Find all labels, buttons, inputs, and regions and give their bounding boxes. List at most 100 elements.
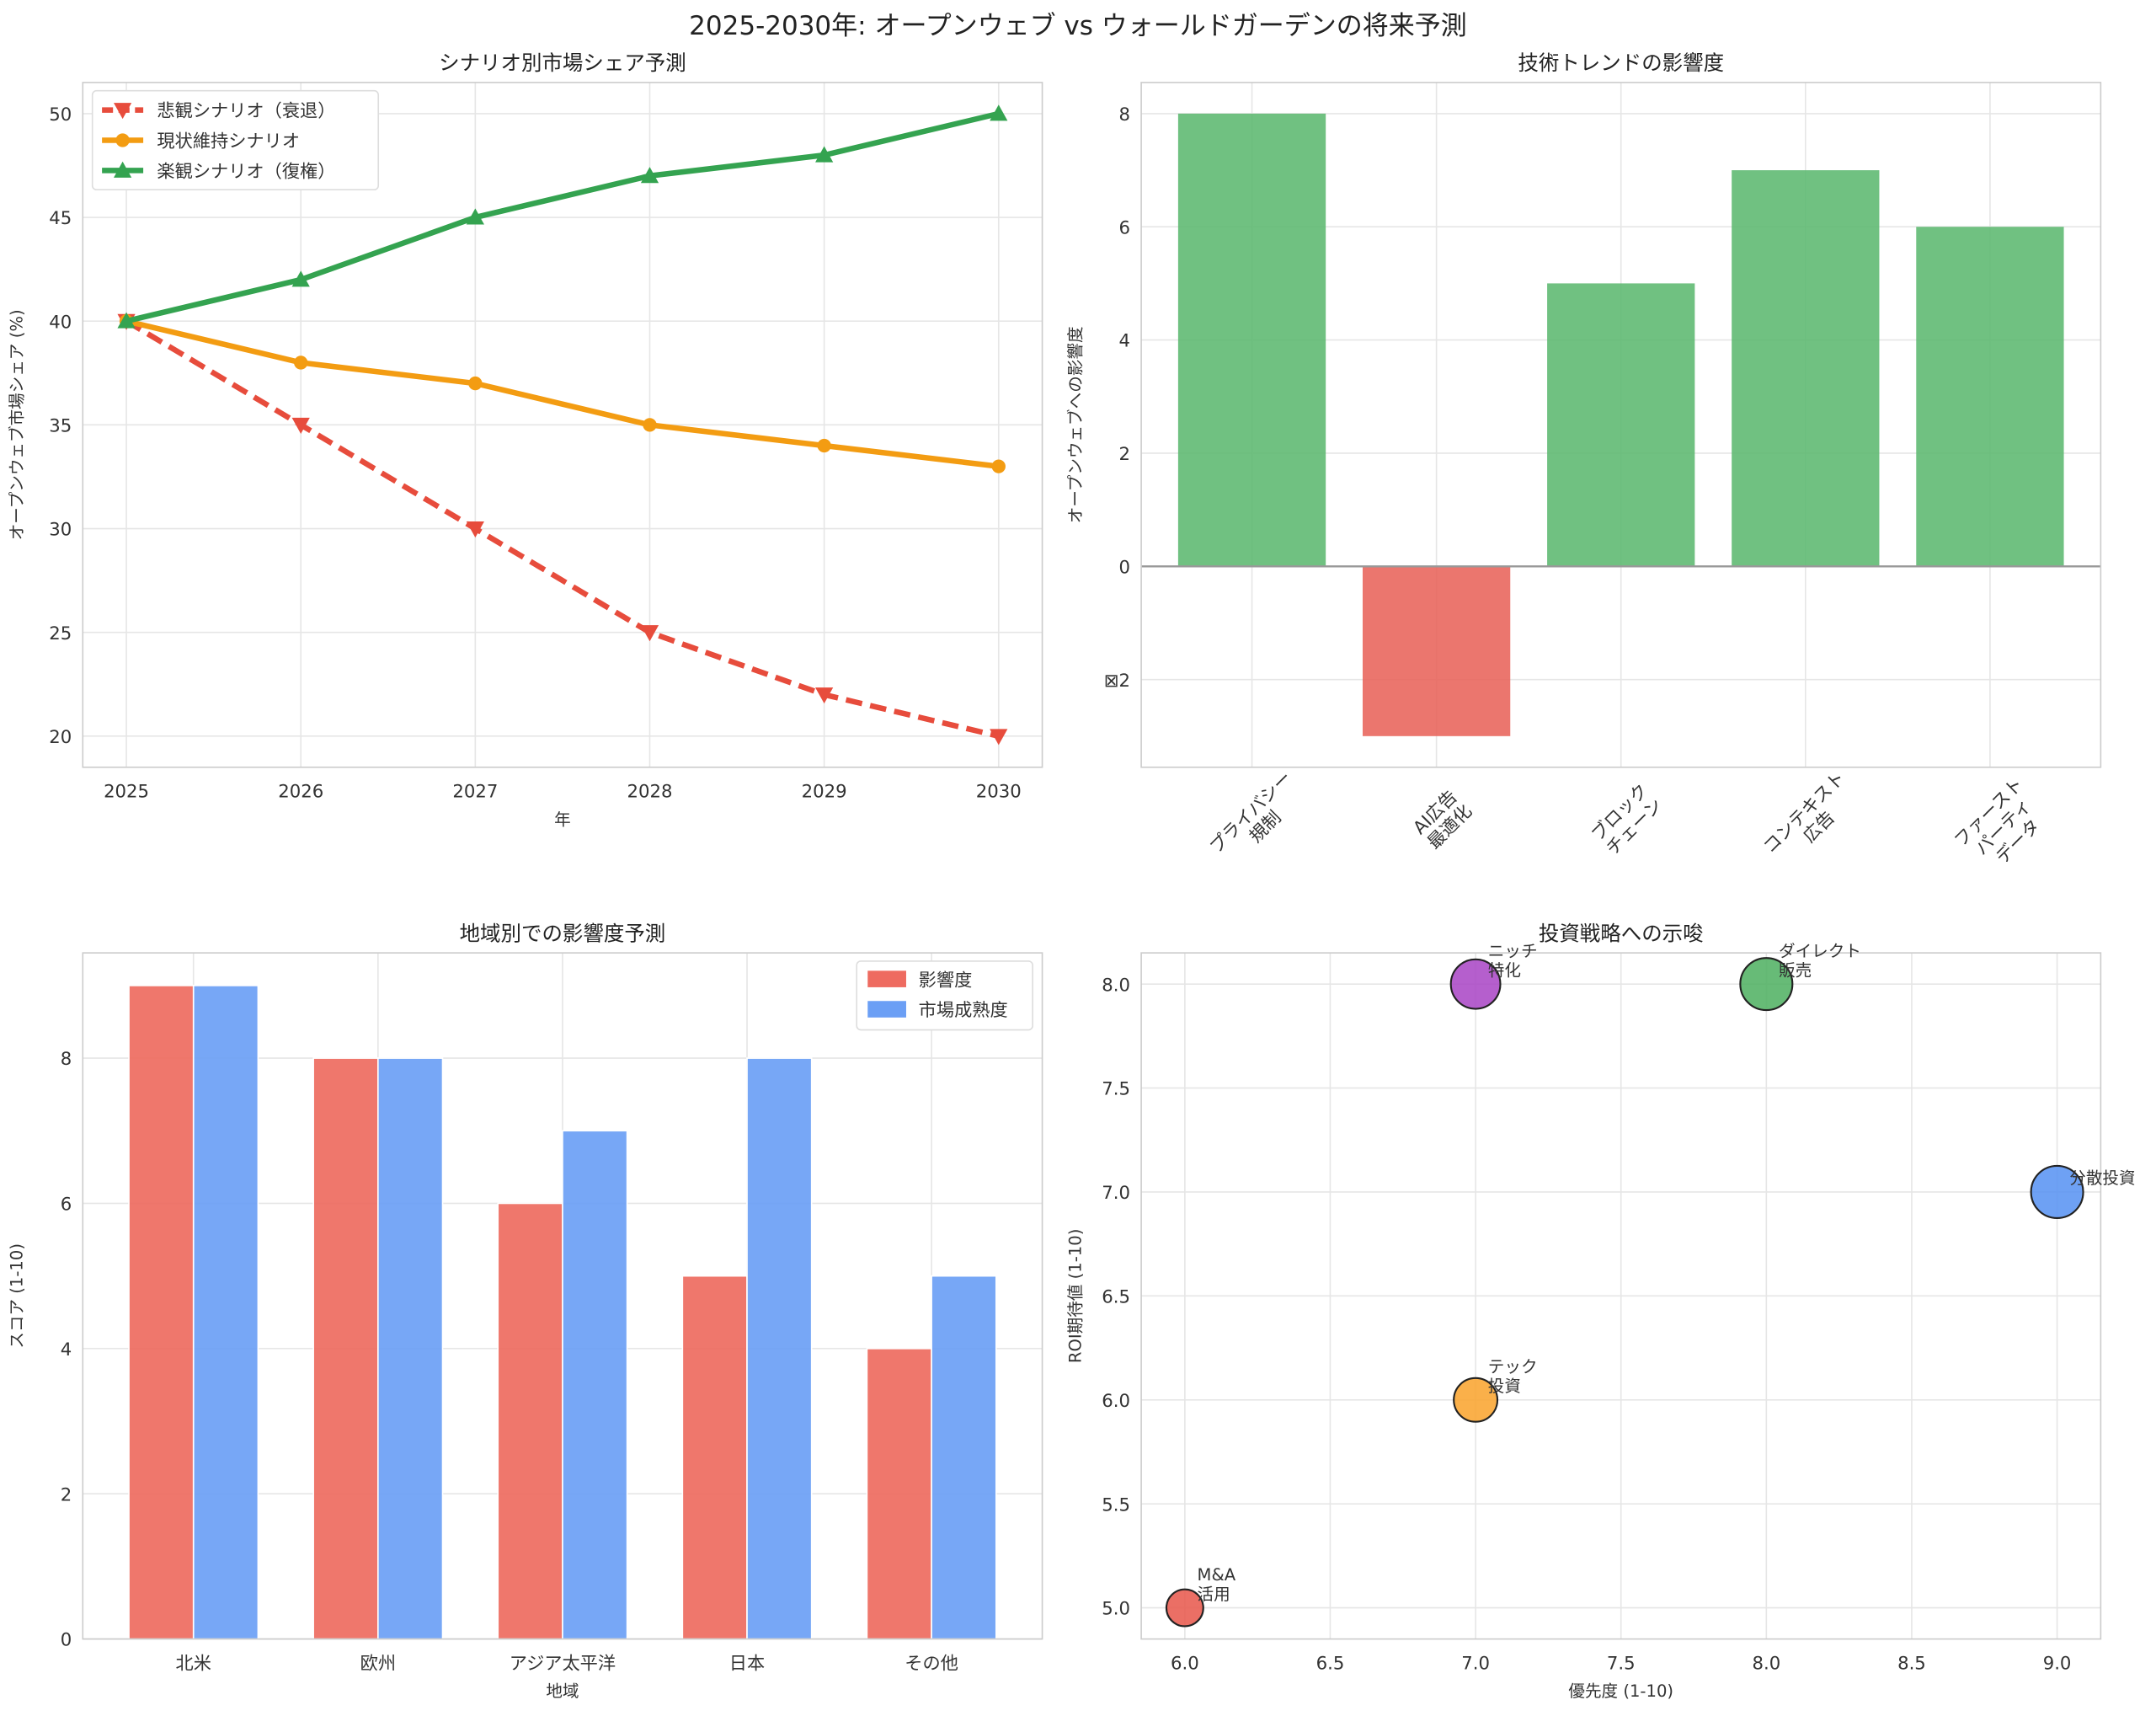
y-tick-label: 0 — [61, 1630, 72, 1651]
series-line — [125, 110, 1000, 324]
data-point — [114, 161, 132, 178]
y-tick-label: 2 — [61, 1484, 72, 1505]
x-tick-label: 2027 — [452, 782, 498, 803]
x-tick-label: 2026 — [278, 782, 323, 803]
plot-frame — [1140, 82, 2102, 768]
legend-box — [91, 89, 380, 191]
x-tick-label: 7.5 — [1607, 1654, 1636, 1675]
y-tick-label: 8 — [61, 1049, 72, 1070]
y-tick-label: 5.5 — [1102, 1494, 1130, 1516]
bubble — [1739, 957, 1794, 1012]
x-tick-label: 2028 — [627, 782, 673, 803]
bar — [746, 1057, 813, 1640]
bar — [497, 1202, 563, 1640]
bar — [866, 1348, 932, 1640]
bar — [128, 985, 195, 1640]
data-point — [640, 625, 659, 642]
data-point — [990, 729, 1008, 746]
data-point — [990, 104, 1008, 121]
x-tick-label: ブロックチェーン — [1588, 780, 1668, 860]
plot-frame — [82, 82, 1043, 768]
bubble — [1165, 1588, 1204, 1628]
bubble-label: M&A 活用 — [1198, 1565, 1236, 1604]
panel-title: シナリオ別市場シェア予測 — [439, 51, 686, 75]
data-point — [815, 146, 834, 163]
legend-label: 市場成熟度 — [919, 1000, 1008, 1021]
panel-title: 地域別での影響度予測 — [460, 921, 666, 945]
data-point — [640, 167, 659, 184]
bubble — [1453, 1377, 1499, 1423]
bar — [1916, 227, 2064, 567]
x-tick-label: プライバシー規制 — [1206, 767, 1311, 873]
y-axis-label: オープンウェブ市場シェア (%) — [7, 309, 26, 540]
x-tick-label: ファーストパーティデータ — [1951, 774, 2057, 881]
x-tick-label: 日本 — [729, 1654, 765, 1675]
x-tick-label: アジア太平洋 — [510, 1654, 616, 1675]
y-tick-label: 30 — [49, 520, 72, 541]
legend-label: 楽観シナリオ（復権） — [157, 162, 335, 183]
bar — [1362, 566, 1511, 736]
x-tick-label: 9.0 — [2043, 1654, 2072, 1675]
data-point — [115, 133, 130, 147]
plot-frame — [82, 952, 1043, 1640]
data-point — [114, 103, 132, 120]
x-axis-label: 優先度 (1-10) — [1568, 1681, 1673, 1701]
x-tick-label: 6.0 — [1171, 1654, 1199, 1675]
y-tick-label: 8.0 — [1102, 975, 1130, 996]
legend-label: 現状維持シナリオ — [157, 131, 300, 152]
bar — [312, 1057, 379, 1640]
investment-scatter-chart: 5.0 5.5 6.0 6.5 7.0 7.5 8.0 6.0 6.5 7.0 7.5 8.0 8.5 9… — [1065, 921, 2135, 1701]
x-tick-label: 2029 — [802, 782, 847, 803]
y-tick-label: 0 — [1119, 557, 1131, 578]
y-tick-label: 6 — [61, 1195, 72, 1216]
x-tick-label: 8.0 — [1752, 1654, 1780, 1675]
legend-swatch — [867, 970, 906, 987]
y-axis-label: オープンウェブへの影響度 — [1065, 326, 1085, 523]
panel-title: 投資戦略への示唆 — [1539, 921, 1704, 945]
series-line — [125, 318, 1000, 740]
x-tick-label: その他 — [905, 1654, 958, 1675]
data-point — [466, 208, 484, 225]
y-tick-label: 40 — [49, 312, 72, 333]
y-tick-label: 35 — [49, 416, 72, 437]
y-tick-label: 7.5 — [1102, 1079, 1130, 1100]
figure-title: 2025-2030年: オープンウェブ vs ウォールドガーデンの将来予測 — [689, 11, 1467, 41]
y-tick-label: 20 — [49, 727, 72, 748]
plot-frame — [1140, 952, 2102, 1640]
series-line — [125, 318, 1000, 469]
data-point — [815, 687, 834, 704]
x-tick-label: 6.5 — [1316, 1654, 1345, 1675]
y-tick-label: 6.0 — [1102, 1391, 1130, 1412]
bubble — [1449, 958, 1502, 1010]
y-tick-label: 45 — [49, 208, 72, 229]
x-tick-label: 欧州 — [360, 1654, 396, 1675]
data-point — [291, 417, 310, 434]
bubble-label: 分散投資 — [2069, 1168, 2135, 1188]
panel-title: 技術トレンドの影響度 — [1518, 51, 1724, 75]
x-tick-label: 8.5 — [1897, 1654, 1926, 1675]
bar — [1547, 283, 1695, 567]
y-tick-label: 7.0 — [1102, 1183, 1130, 1204]
x-tick-label: コンテキスト広告 — [1759, 767, 1865, 873]
bar — [1177, 113, 1326, 567]
bar — [1732, 170, 1880, 567]
bubble-label: ダイレクト販売 — [1779, 941, 1861, 980]
tech-trend-bar-chart: ⊠2 0 2 4 6 8 プライバシー規制 AI広告最適化 ブロックチェーン コンテキスト広告 ファ… — [1065, 51, 2102, 881]
data-point — [643, 418, 657, 432]
x-axis-label: 年 — [554, 810, 571, 829]
bubble-label: テック投資 — [1488, 1357, 1538, 1396]
data-point — [117, 312, 136, 329]
data-point — [466, 521, 484, 538]
y-tick-label: 5.0 — [1102, 1599, 1130, 1620]
bubble-label: ニッチ特化 — [1488, 941, 1538, 980]
x-tick-label: 2025 — [104, 782, 149, 803]
y-tick-label: 4 — [1119, 331, 1131, 352]
x-tick-label: AI広告最適化 — [1409, 786, 1476, 853]
bar — [377, 1057, 444, 1640]
y-axis-label: ROI期待値 (1-10) — [1065, 1229, 1085, 1363]
